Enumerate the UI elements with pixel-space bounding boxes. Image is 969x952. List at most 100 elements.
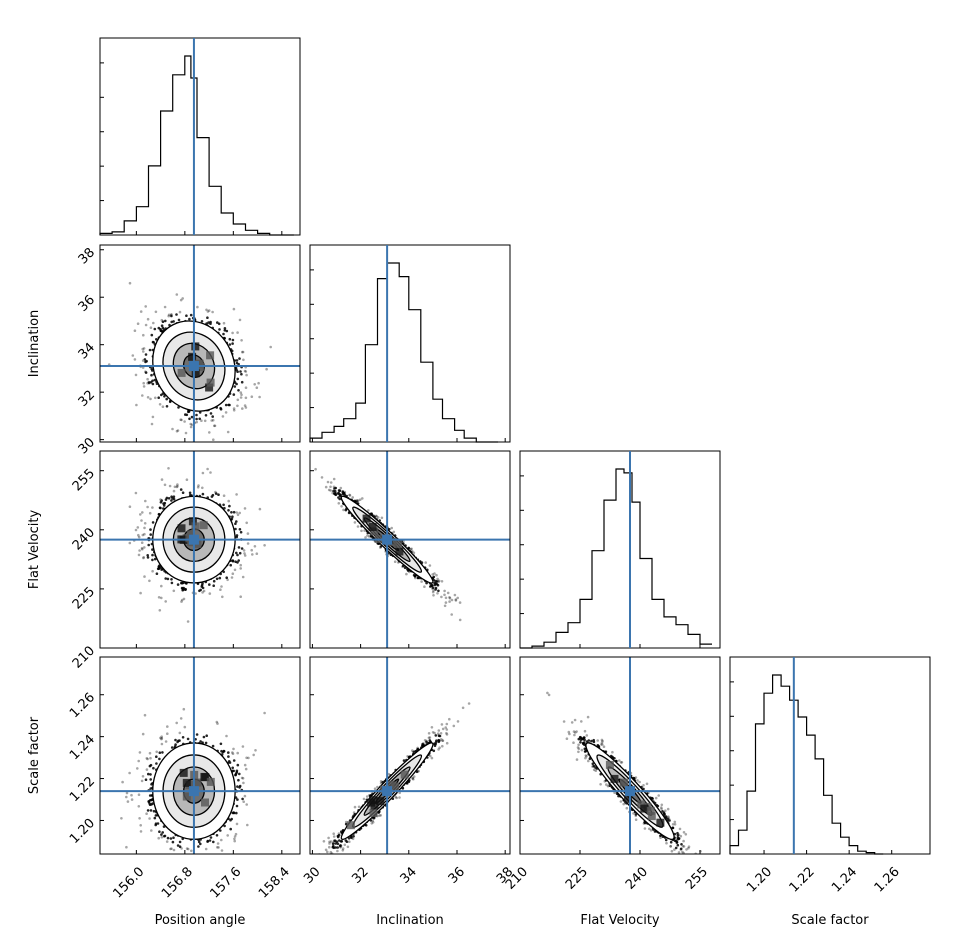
sample-point (431, 573, 435, 576)
sample-point (150, 367, 153, 371)
sample-point (237, 546, 241, 549)
panel-frame (519, 450, 721, 649)
sample-point (153, 378, 157, 382)
sample-point (137, 553, 141, 557)
sample-point (146, 757, 149, 761)
sample-point (235, 804, 239, 808)
sample-point (172, 836, 175, 839)
sample-point (178, 731, 182, 735)
sample-point (184, 588, 187, 591)
sample-point (200, 584, 204, 587)
density-cell (177, 368, 186, 377)
sample-point (227, 755, 230, 758)
sample-point (157, 596, 161, 599)
panel-frame (99, 37, 301, 236)
sample-point (153, 327, 157, 331)
sample-point (179, 298, 183, 302)
sample-point (216, 722, 219, 725)
sample-point (435, 573, 438, 577)
sample-point (154, 396, 157, 400)
sample-point (211, 418, 215, 422)
sample-point (166, 732, 169, 735)
sample-point (232, 393, 236, 396)
sample-point (255, 552, 259, 555)
sample-point (361, 497, 364, 500)
sample-point (165, 405, 169, 408)
sample-point (182, 597, 186, 601)
sample-point (448, 596, 451, 599)
sample-point (180, 418, 183, 422)
sample-point (136, 322, 140, 326)
sample-point (243, 404, 247, 407)
sample-point (211, 415, 214, 418)
sample-point (224, 411, 228, 414)
sample-point (233, 568, 237, 572)
sample-point (128, 281, 132, 285)
sample-point (175, 313, 178, 316)
sample-point (437, 589, 440, 593)
sample-point (241, 575, 245, 579)
sample-point (221, 415, 225, 418)
sample-point (162, 504, 166, 507)
sample-point (251, 553, 254, 556)
sample-point (232, 307, 236, 311)
sample-point (337, 489, 341, 492)
sample-point (144, 371, 148, 374)
sample-point (236, 553, 239, 557)
sample-point (408, 570, 411, 574)
sample-point (235, 359, 239, 362)
sample-point (139, 824, 142, 827)
truth-marker (188, 361, 199, 372)
sample-point (144, 305, 147, 308)
sample-point (240, 339, 243, 342)
sample-point (219, 407, 223, 411)
sample-point (195, 417, 198, 421)
sample-point (140, 546, 144, 550)
sample-point (150, 373, 153, 377)
sample-point (380, 516, 384, 520)
sample-point (241, 745, 245, 748)
sample-point (219, 742, 223, 746)
sample-point (168, 400, 172, 404)
sample-point (160, 499, 163, 502)
sample-point (139, 513, 142, 516)
sample-point (143, 358, 147, 361)
density-cell (182, 534, 191, 543)
sample-point (143, 532, 146, 536)
histogram-panel-1 (309, 244, 511, 443)
sample-point (240, 547, 244, 550)
sample-point (239, 530, 243, 534)
sample-point (149, 773, 152, 776)
sample-point (390, 526, 394, 530)
sample-point (163, 483, 167, 487)
sample-point (143, 546, 146, 549)
sample-point (171, 427, 174, 431)
sample-point (243, 554, 247, 557)
sample-point (185, 478, 189, 482)
sample-point (137, 535, 141, 539)
sample-point (329, 481, 333, 484)
sample-point (142, 333, 145, 337)
sample-point (364, 536, 367, 539)
sample-point (235, 493, 238, 496)
sample-point (236, 377, 240, 381)
sample-point (137, 805, 141, 808)
scatter-panel-3-0 (99, 656, 301, 855)
sample-point (223, 327, 227, 330)
sample-point (363, 529, 366, 532)
sample-point (190, 423, 194, 427)
sample-point (242, 358, 245, 362)
sample-point (244, 396, 248, 400)
sample-point (149, 809, 153, 812)
histogram-steps (309, 262, 498, 443)
sample-point (148, 751, 152, 755)
sample-point (236, 404, 239, 408)
sample-point (200, 419, 203, 423)
sample-point (206, 310, 210, 313)
truth-marker (188, 534, 199, 545)
sample-point (164, 319, 167, 323)
sample-point (145, 359, 148, 363)
sample-point (146, 554, 149, 557)
